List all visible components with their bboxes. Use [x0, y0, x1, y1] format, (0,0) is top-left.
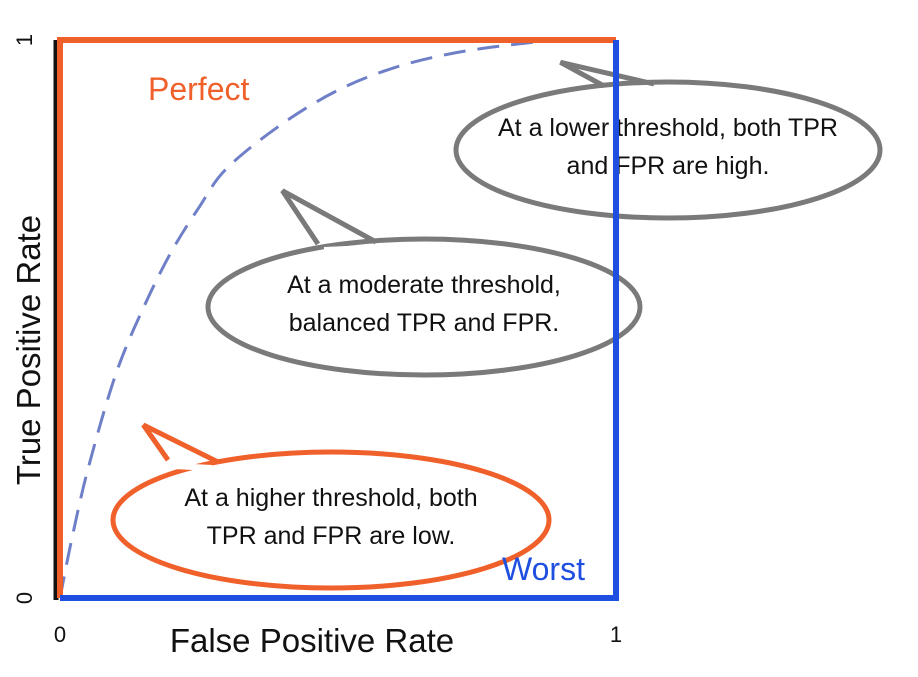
- callout-bubble: At a moderate threshold, balanced TPR and…: [205, 188, 643, 378]
- x-axis-label: False Positive Rate: [170, 622, 454, 659]
- callout-text-line: At a higher threshold, both: [184, 484, 477, 512]
- y-tick-label: 1: [12, 34, 37, 46]
- y-tick-label: 0: [12, 592, 37, 604]
- callout-ellipse: [110, 449, 552, 591]
- callout-pointer: [280, 188, 378, 246]
- callout-ellipse: [453, 79, 883, 221]
- y-axis-label: True Positive Rate: [10, 215, 47, 485]
- callout-pointer: [559, 59, 655, 89]
- perfect-label: Perfect: [148, 71, 249, 107]
- x-tick-label: 1: [610, 622, 622, 647]
- series-line-overlay: [60, 40, 619, 601]
- callout-ellipse: [205, 236, 643, 378]
- callout-bubble: At a lower threshold, both TPR and FPR ar…: [453, 59, 883, 221]
- callout-pointer-join: [323, 245, 371, 253]
- callout-pointer-join: [173, 463, 213, 471]
- callout-text-line: balanced TPR and FPR.: [289, 309, 560, 337]
- callout-bubble: At a higher threshold, both TPR and FPR a…: [110, 422, 552, 591]
- roc-curve-dashed: [58, 38, 617, 599]
- callout-layer: At a higher threshold, both TPR and FPR a…: [110, 59, 883, 591]
- x-tick-label: 0: [54, 622, 66, 647]
- callout-text-line: At a moderate threshold,: [287, 271, 561, 299]
- worst-label: Worst: [502, 551, 585, 587]
- callout-text-line: TPR and FPR are low.: [207, 522, 456, 550]
- callout-text-line: At a lower threshold, both TPR: [498, 114, 838, 142]
- callout-text-line: and FPR are high.: [567, 152, 770, 180]
- series-line-overlay: [57, 37, 616, 598]
- callout-pointer: [141, 422, 220, 465]
